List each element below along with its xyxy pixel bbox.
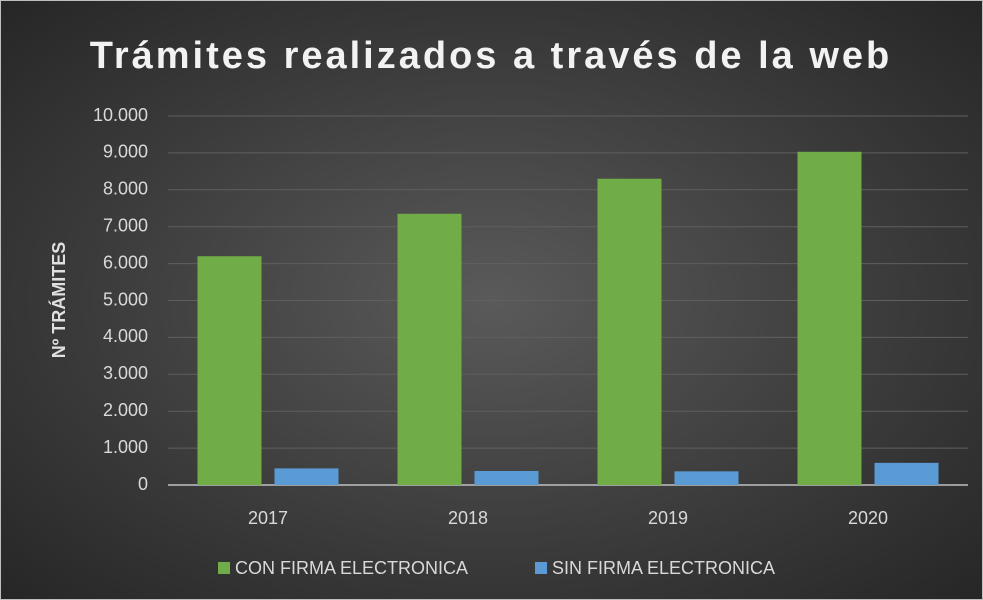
x-tick-label: 2017 bbox=[248, 508, 288, 528]
legend-label: CON FIRMA ELECTRONICA bbox=[235, 558, 468, 578]
x-tick-label: 2020 bbox=[848, 508, 888, 528]
y-tick-label: 0 bbox=[138, 474, 148, 494]
y-tick-label: 3.000 bbox=[103, 363, 148, 383]
y-tick-label: 4.000 bbox=[103, 326, 148, 346]
legend-label: SIN FIRMA ELECTRONICA bbox=[552, 558, 775, 578]
x-tick-label: 2018 bbox=[448, 508, 488, 528]
y-tick-label: 9.000 bbox=[103, 142, 148, 162]
y-tick-label: 7.000 bbox=[103, 215, 148, 235]
y-tick-label: 5.000 bbox=[103, 289, 148, 309]
legend-swatch bbox=[218, 562, 230, 574]
y-tick-label: 2.000 bbox=[103, 400, 148, 420]
chart-title: Trámites realizados a través de la web bbox=[90, 35, 893, 77]
legend-swatch bbox=[535, 562, 547, 574]
y-axis-label: Nº TRÁMITES bbox=[48, 242, 69, 359]
bar bbox=[397, 213, 462, 485]
bar bbox=[674, 471, 739, 485]
y-tick-label: 10.000 bbox=[93, 105, 148, 125]
bar bbox=[597, 178, 662, 486]
y-tick-label: 8.000 bbox=[103, 179, 148, 199]
bar bbox=[197, 256, 262, 485]
x-tick-label: 2019 bbox=[648, 508, 688, 528]
y-tick-label: 6.000 bbox=[103, 252, 148, 272]
bar bbox=[874, 462, 939, 485]
y-tick-label: 1.000 bbox=[103, 437, 148, 457]
bar bbox=[474, 470, 539, 485]
bar bbox=[274, 468, 339, 485]
bar bbox=[797, 151, 862, 485]
